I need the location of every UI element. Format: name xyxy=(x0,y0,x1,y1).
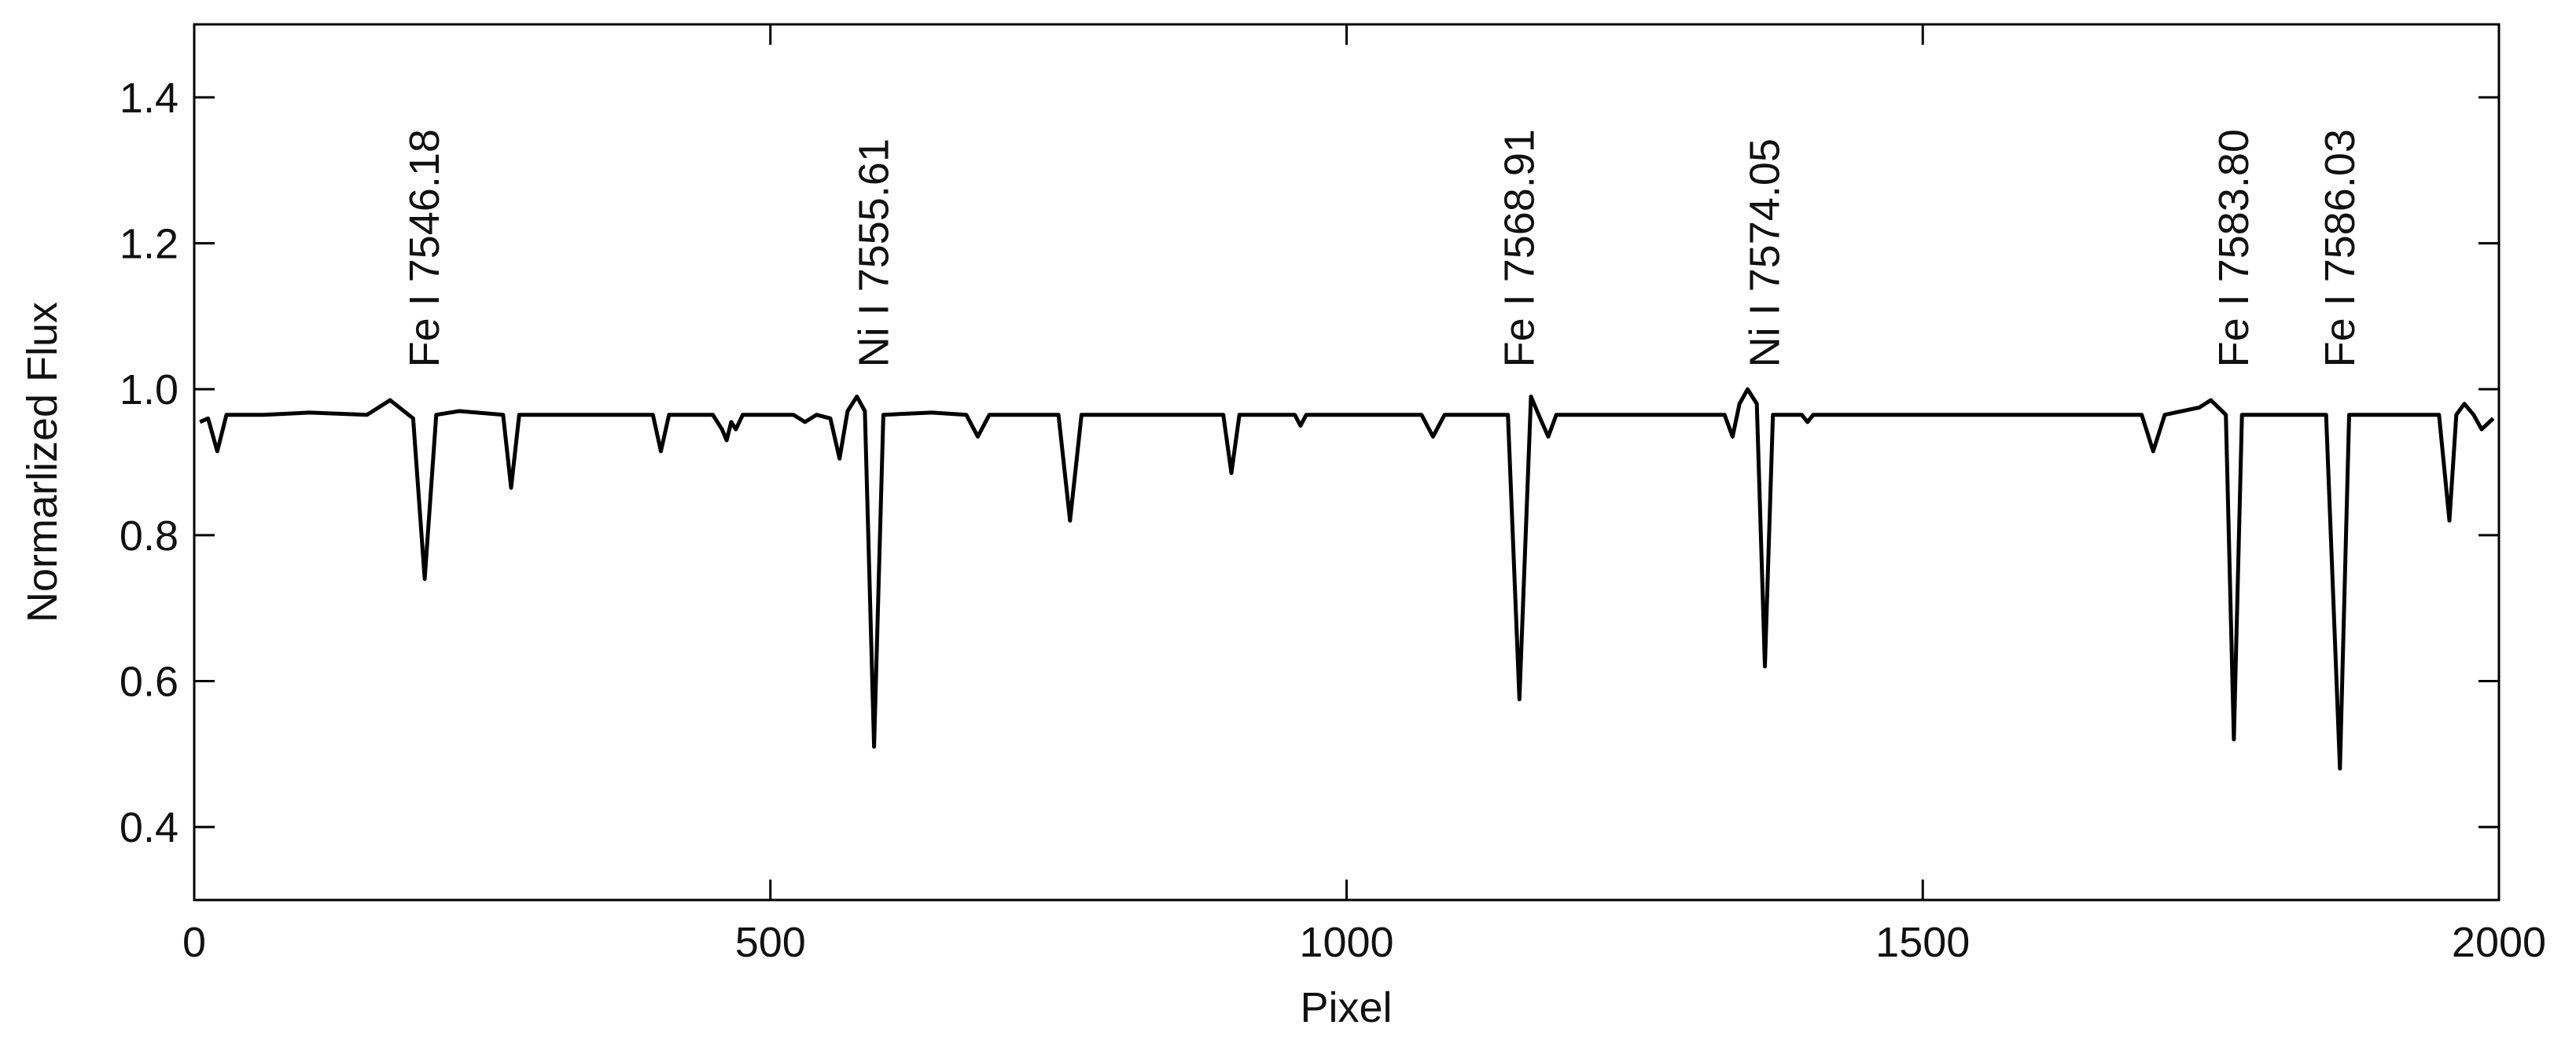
x-axis-label: Pixel xyxy=(1300,984,1392,1031)
line-annotation: Fe I 7586.03 xyxy=(2317,129,2364,367)
y-tick-label: 0.8 xyxy=(120,512,178,560)
y-axis-label: Normarlized Flux xyxy=(19,302,66,623)
x-tick-label: 2000 xyxy=(2452,919,2546,966)
x-tick-label: 0 xyxy=(182,919,206,966)
y-tick-label: 1.2 xyxy=(120,221,178,268)
line-annotation: Ni I 7574.05 xyxy=(1741,138,1788,367)
line-annotation: Fe I 7546.18 xyxy=(401,129,448,367)
x-tick-label: 500 xyxy=(735,919,806,966)
y-tick-label: 1.4 xyxy=(120,75,178,122)
plot-frame xyxy=(193,23,2501,902)
y-tick-label: 0.4 xyxy=(120,804,178,851)
spectrum-line xyxy=(199,387,2495,771)
line-annotation: Fe I 7583.80 xyxy=(2210,129,2258,367)
y-tick-label: 0.6 xyxy=(120,659,178,706)
line-annotation: Fe I 7568.91 xyxy=(1496,129,1543,367)
y-tick-label: 1.0 xyxy=(120,366,178,413)
x-tick-label: 1500 xyxy=(1875,919,1970,966)
line-annotation: Ni I 7555.61 xyxy=(851,138,898,367)
x-tick-label: 1000 xyxy=(1299,919,1393,966)
